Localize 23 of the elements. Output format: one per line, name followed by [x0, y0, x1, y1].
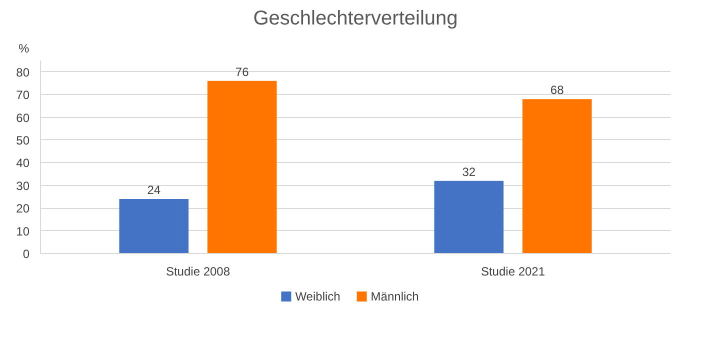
y-tick-label: 0: [22, 247, 30, 261]
data-label: 32: [462, 164, 476, 179]
data-label: 76: [235, 64, 250, 79]
y-tick-label: 10: [16, 224, 30, 238]
y-tick-label: 20: [16, 202, 30, 216]
bar: [207, 80, 277, 254]
data-label: 68: [550, 83, 564, 98]
legend-label: Weiblich: [295, 290, 340, 304]
data-label: 24: [147, 183, 161, 198]
bar: [522, 99, 592, 254]
y-tick-label: 70: [16, 88, 30, 102]
x-tick-label: Studie 2021: [480, 264, 546, 278]
y-tick-label: 40: [16, 156, 30, 170]
legend-label: Männlich: [370, 290, 419, 304]
y-tick-label: 30: [16, 178, 30, 193]
bar: [434, 180, 504, 254]
bar: [119, 199, 189, 254]
y-tick-label: 60: [16, 110, 30, 125]
chart-title: Geschlechterverteilung: [253, 8, 458, 30]
y-axis-title: %: [18, 42, 30, 56]
y-tick-label: 80: [16, 65, 30, 80]
x-tick-label: Studie 2008: [166, 264, 230, 278]
y-tick-label: 50: [16, 133, 30, 148]
